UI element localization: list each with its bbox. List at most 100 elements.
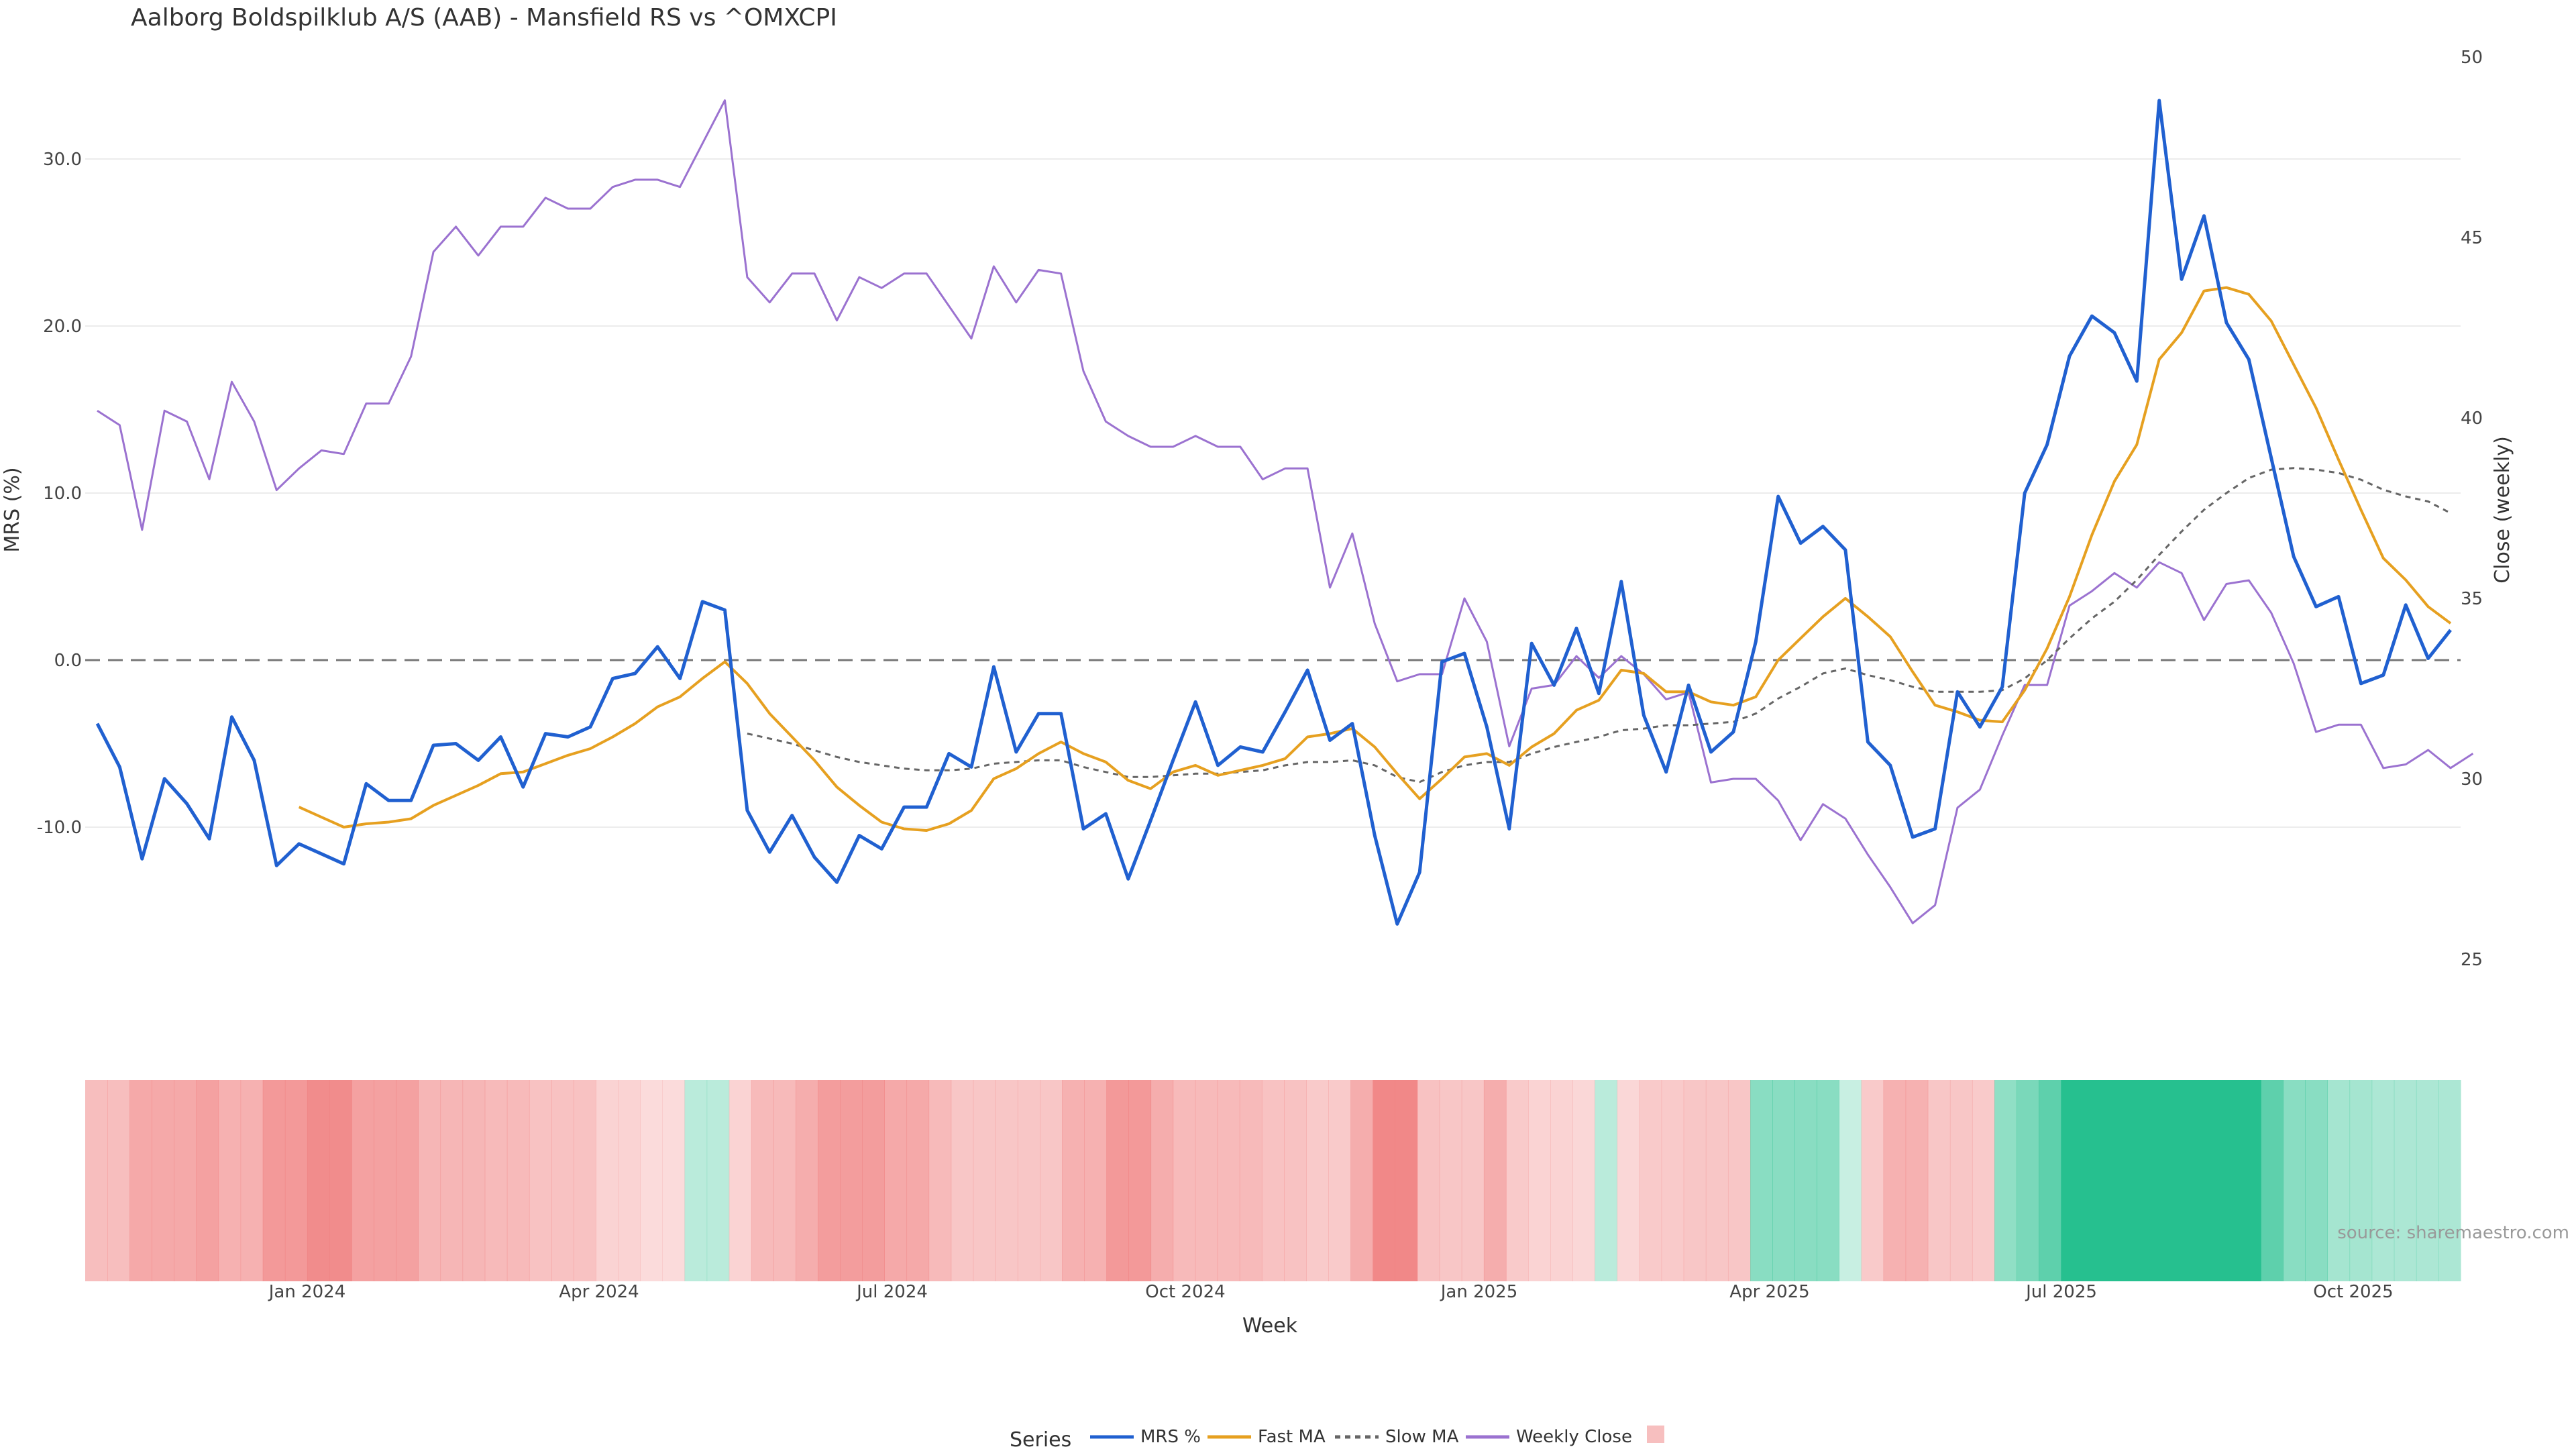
heatmap-cell (684, 1080, 708, 1281)
heatmap-cell (729, 1080, 752, 1281)
y-right-tick-label: 30 (2461, 769, 2483, 790)
heatmap-cell (706, 1080, 730, 1281)
heatmap-cell (2394, 1080, 2417, 1281)
heatmap-cell (973, 1080, 996, 1281)
heatmap-cell (152, 1080, 174, 1281)
legend-label: MRS % (1140, 1427, 1201, 1447)
heatmap-cell (1683, 1080, 1707, 1281)
heatmap-cell (2149, 1080, 2173, 1281)
heatmap-cell (1106, 1080, 1129, 1281)
weekly-close-line (97, 99, 2474, 924)
y-right-tick-label: 50 (2461, 48, 2483, 68)
heatmap-cell (284, 1080, 308, 1281)
y-right-tick-label: 25 (2461, 950, 2483, 970)
heatmap-cell (928, 1080, 952, 1281)
heatmap-cell (2371, 1080, 2395, 1281)
heatmap-cell (2039, 1080, 2061, 1281)
heatmap-cell (1505, 1080, 1529, 1281)
heatmap-cell (640, 1080, 663, 1281)
heatmap-cell (862, 1080, 885, 1281)
heatmap-cell (2261, 1080, 2284, 1281)
heatmap-cell (85, 1080, 108, 1281)
heatmap-cell (1883, 1080, 1907, 1281)
heatmap-cell (396, 1080, 419, 1281)
heatmap-cell (1150, 1080, 1174, 1281)
heatmap-cell (1217, 1080, 1240, 1281)
heatmap-cell (262, 1080, 286, 1281)
heatmap-cell (618, 1080, 641, 1281)
heatmap-cell (2283, 1080, 2306, 1281)
y-right-tick-label: 35 (2461, 589, 2483, 609)
heatmap-cell (1261, 1080, 1285, 1281)
source-note: source: sharemaestro.com (2337, 1223, 2569, 1243)
heatmap-cell (1949, 1080, 1973, 1281)
heatmap-cell (240, 1080, 264, 1281)
y-axis-right-ticks: 50 45 40 35 30 25 (2461, 48, 2483, 970)
legend-label: Weekly Close (1516, 1427, 1632, 1447)
x-axis-ticks: Jan 2024 Apr 2024 Jul 2024 Oct 2024 Jan 2025… (268, 1282, 2394, 1302)
heatmap-cell (1661, 1080, 1684, 1281)
heatmap-cell (1284, 1080, 1307, 1281)
heatmap-cell (307, 1080, 330, 1281)
y-axis-left-ticks: 30.0 20.0 10.0 0.0 -10.0 (37, 150, 82, 838)
heatmap-cell (506, 1080, 530, 1281)
y-right-tick-label: 45 (2461, 228, 2483, 248)
y-axis-right-label: Close (weekly) (2491, 436, 2514, 584)
heatmap-cell (2349, 1080, 2373, 1281)
heatmap-cell (995, 1080, 1018, 1281)
heatmap-cell (2105, 1080, 2129, 1281)
heatmap-cell (2216, 1080, 2239, 1281)
heatmap-cell (374, 1080, 396, 1281)
heatmap-cell (818, 1080, 841, 1281)
heatmap-cell (2171, 1080, 2195, 1281)
series-lines (95, 99, 2474, 926)
heatmap-cell (773, 1080, 796, 1281)
heatmap-cell (1595, 1080, 1618, 1281)
x-tick-label: Oct 2024 (1145, 1282, 1225, 1302)
heatmap-cell (662, 1080, 686, 1281)
y-left-tick-label: -10.0 (37, 818, 82, 838)
heatmap-cell (196, 1080, 219, 1281)
legend-label: Slow MA (1385, 1427, 1459, 1447)
heatmap-cell (1727, 1080, 1751, 1281)
x-tick-label: Apr 2024 (559, 1282, 639, 1302)
heatmap-cell (1794, 1080, 1817, 1281)
x-tick-label: Jan 2024 (268, 1282, 346, 1302)
mrs-line (95, 99, 2452, 926)
fast-ma-line (298, 286, 2452, 832)
x-tick-label: Oct 2025 (2313, 1282, 2393, 1302)
heatmap-cell (1350, 1080, 1374, 1281)
heatmap-cell (951, 1080, 974, 1281)
legend-label: Fast MA (1258, 1427, 1326, 1447)
heatmap-cell (1173, 1080, 1196, 1281)
heatmap-cell (2017, 1080, 2039, 1281)
heatmap-cell (1417, 1080, 1440, 1281)
heatmap-cell (1972, 1080, 1995, 1281)
heatmap-cell (2194, 1080, 2217, 1281)
heatmap-cell (529, 1080, 552, 1281)
heatmap-cell (418, 1080, 441, 1281)
heatmap-cell (1461, 1080, 1485, 1281)
heatmap-cell (218, 1080, 241, 1281)
chart-title: Aalborg Boldspilklub A/S (AAB) - Mansfie… (131, 4, 837, 32)
heatmap-cell (329, 1080, 352, 1281)
heatmap-cell (1705, 1080, 1729, 1281)
heatmap-cell (1772, 1080, 1795, 1281)
heatmap-cell (1817, 1080, 1839, 1281)
heatmap-cell (1439, 1080, 1462, 1281)
heatmap-cell (2438, 1080, 2461, 1281)
y-left-tick-label: 10.0 (43, 484, 82, 504)
heatmap-cell (440, 1080, 464, 1281)
heatmap-cell (2061, 1080, 2084, 1281)
legend: Series MRS % Fast MA Slow MA Weekly Close (1010, 1426, 1664, 1449)
mrs-heatmap-strip (85, 1080, 2461, 1281)
heatmap-cell (2416, 1080, 2439, 1281)
heatmap-cell (1483, 1080, 1507, 1281)
legend-title: Series (1010, 1428, 1071, 1449)
heatmap-cell (352, 1080, 374, 1281)
heatmap-cell (840, 1080, 863, 1281)
heatmap-cell (751, 1080, 774, 1281)
heatmap-cell (1861, 1080, 1884, 1281)
heatmap-cell (1195, 1080, 1218, 1281)
